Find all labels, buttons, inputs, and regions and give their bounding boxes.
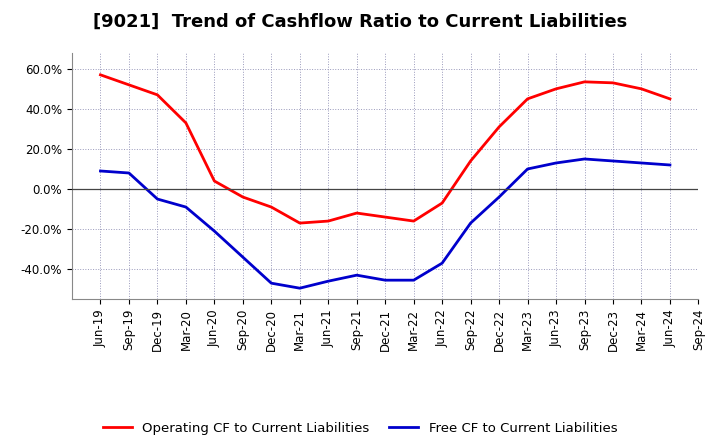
Operating CF to Current Liabilities [324,218,333,224]
Free CF to Current Liabilities [96,169,105,174]
Operating CF to Current Liabilities [96,72,105,77]
Operating CF to Current Liabilities [438,200,446,205]
Operating CF to Current Liabilities [665,96,674,102]
Free CF to Current Liabilities [637,160,646,165]
Free CF to Current Liabilities [210,228,219,234]
Operating CF to Current Liabilities [352,210,361,216]
Free CF to Current Liabilities [495,194,503,200]
Free CF to Current Liabilities [410,278,418,283]
Operating CF to Current Liabilities [295,220,304,226]
Operating CF to Current Liabilities [153,92,162,98]
Text: [9021]  Trend of Cashflow Ratio to Current Liabilities: [9021] Trend of Cashflow Ratio to Curren… [93,13,627,31]
Free CF to Current Liabilities [238,254,247,260]
Operating CF to Current Liabilities [381,214,390,220]
Free CF to Current Liabilities [467,220,475,226]
Operating CF to Current Liabilities [467,158,475,164]
Free CF to Current Liabilities [608,158,617,164]
Free CF to Current Liabilities [438,260,446,266]
Free CF to Current Liabilities [125,170,133,176]
Line: Free CF to Current Liabilities: Free CF to Current Liabilities [101,159,670,288]
Free CF to Current Liabilities [580,156,589,161]
Free CF to Current Liabilities [665,162,674,168]
Operating CF to Current Liabilities [580,79,589,84]
Legend: Operating CF to Current Liabilities, Free CF to Current Liabilities: Operating CF to Current Liabilities, Fre… [97,416,623,440]
Free CF to Current Liabilities [523,166,532,172]
Operating CF to Current Liabilities [238,194,247,200]
Operating CF to Current Liabilities [552,86,560,92]
Operating CF to Current Liabilities [495,124,503,129]
Free CF to Current Liabilities [352,272,361,278]
Free CF to Current Liabilities [324,279,333,284]
Operating CF to Current Liabilities [210,178,219,183]
Operating CF to Current Liabilities [410,218,418,224]
Free CF to Current Liabilities [153,196,162,202]
Line: Operating CF to Current Liabilities: Operating CF to Current Liabilities [101,75,670,223]
Free CF to Current Liabilities [181,205,190,210]
Operating CF to Current Liabilities [181,120,190,125]
Free CF to Current Liabilities [552,160,560,165]
Free CF to Current Liabilities [267,281,276,286]
Operating CF to Current Liabilities [608,80,617,85]
Operating CF to Current Liabilities [125,82,133,88]
Free CF to Current Liabilities [381,278,390,283]
Operating CF to Current Liabilities [267,205,276,210]
Free CF to Current Liabilities [295,286,304,291]
Operating CF to Current Liabilities [523,96,532,102]
Operating CF to Current Liabilities [637,86,646,92]
